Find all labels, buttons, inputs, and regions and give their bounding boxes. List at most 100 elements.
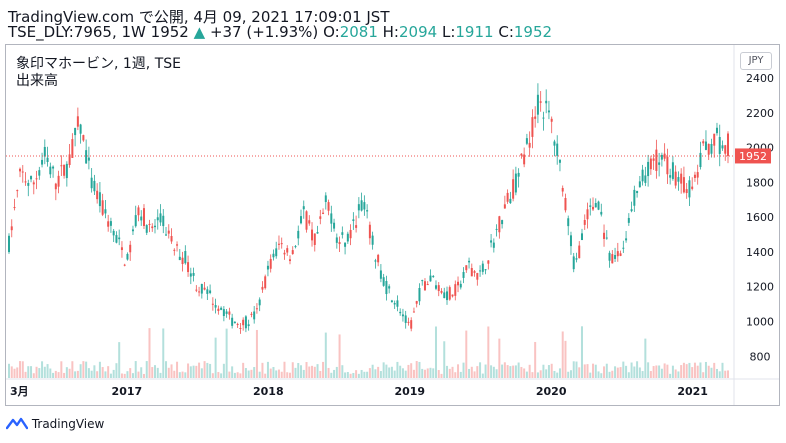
candle-body	[641, 169, 644, 182]
candle	[231, 313, 234, 329]
volume-bar	[605, 363, 608, 378]
candle-body	[19, 168, 22, 172]
axis-separators	[6, 45, 779, 405]
volume-bar	[280, 371, 283, 378]
volume-bar	[619, 367, 622, 378]
candle	[311, 222, 314, 247]
candle-body	[38, 170, 41, 176]
candle	[627, 213, 630, 226]
volume-bar	[107, 366, 110, 378]
candle	[644, 166, 647, 187]
volume-bar	[586, 364, 589, 378]
candle-body	[101, 200, 104, 215]
volume-bar	[167, 367, 170, 378]
candle-body	[388, 286, 391, 289]
candle-body	[173, 249, 176, 251]
tradingview-logo[interactable]: TradingView	[5, 416, 105, 433]
candle	[46, 146, 49, 167]
candle-body	[393, 303, 396, 305]
candle-body	[209, 290, 212, 293]
volume-bar	[159, 372, 162, 378]
candle	[30, 175, 33, 183]
candle-body	[564, 198, 567, 211]
volume-bar	[371, 364, 374, 378]
volume-bar	[528, 364, 531, 378]
candle	[448, 285, 451, 301]
candle	[291, 246, 294, 255]
volume-bar	[531, 372, 534, 378]
candle	[236, 322, 239, 328]
candle-body	[498, 216, 501, 233]
candle-body	[569, 235, 572, 247]
candle-body	[671, 162, 674, 179]
candle-body	[592, 206, 595, 210]
volume-bar	[96, 371, 99, 378]
candle-body	[691, 186, 694, 189]
volume-bar	[636, 361, 639, 378]
volume-bar	[275, 370, 278, 378]
candle-body	[333, 222, 336, 229]
candle	[330, 205, 333, 232]
volume-bar	[575, 361, 578, 378]
volume-bar	[459, 371, 462, 378]
symbol-and-close: TSE_DLY:7965, 1W 1952	[8, 23, 189, 41]
volume-bar	[101, 367, 104, 378]
candle-body	[65, 163, 68, 179]
candle-body	[611, 254, 614, 264]
volume-bar	[258, 371, 261, 378]
candle	[564, 193, 567, 213]
volume-bar	[625, 365, 628, 378]
candle-body	[426, 284, 429, 286]
volume-bar	[423, 369, 426, 378]
volume-bar	[283, 361, 286, 378]
volume-bar	[10, 366, 13, 378]
candle	[239, 322, 242, 334]
candle-body	[360, 200, 363, 211]
candle-body	[531, 117, 534, 137]
volume-bar	[388, 367, 391, 378]
candle	[156, 209, 159, 230]
candle-body	[644, 175, 647, 183]
volume-bar	[647, 362, 650, 378]
volume-bar	[129, 368, 132, 378]
volume-bar	[655, 365, 658, 378]
volume-bar	[352, 372, 355, 378]
candle	[561, 185, 564, 197]
candle	[341, 226, 344, 239]
candle-body	[118, 237, 121, 240]
currency-button[interactable]: JPY	[740, 52, 772, 70]
candle	[531, 109, 534, 149]
volume-bar	[316, 364, 319, 378]
candle-body	[440, 290, 443, 293]
volume-bar	[682, 362, 685, 378]
volume-bar	[209, 363, 212, 378]
candle	[451, 294, 454, 298]
candle-body	[286, 248, 289, 253]
volume-bar	[633, 366, 636, 378]
candle	[614, 247, 617, 263]
candle-body	[627, 217, 630, 223]
candle	[603, 224, 606, 247]
candle	[79, 123, 82, 144]
candle	[41, 152, 44, 168]
last-price-text: 1952	[739, 150, 767, 163]
candle-body	[487, 260, 490, 264]
candle	[159, 204, 162, 226]
candle-body	[473, 271, 476, 273]
volume-bar	[195, 365, 198, 378]
candle	[233, 321, 236, 324]
candle-body	[702, 141, 705, 144]
candle-body	[305, 211, 308, 230]
volume-bar	[429, 367, 432, 378]
candle-body	[457, 281, 460, 286]
tradingview-label: TradingView	[31, 417, 105, 431]
volume-bar	[313, 366, 316, 378]
candle	[222, 306, 225, 322]
volume-bar	[294, 367, 297, 378]
volume-bar	[118, 342, 121, 378]
volume-bar	[501, 364, 504, 378]
volume-bar	[269, 368, 272, 378]
chart-frame[interactable]	[5, 44, 780, 406]
candle-body	[382, 277, 385, 286]
